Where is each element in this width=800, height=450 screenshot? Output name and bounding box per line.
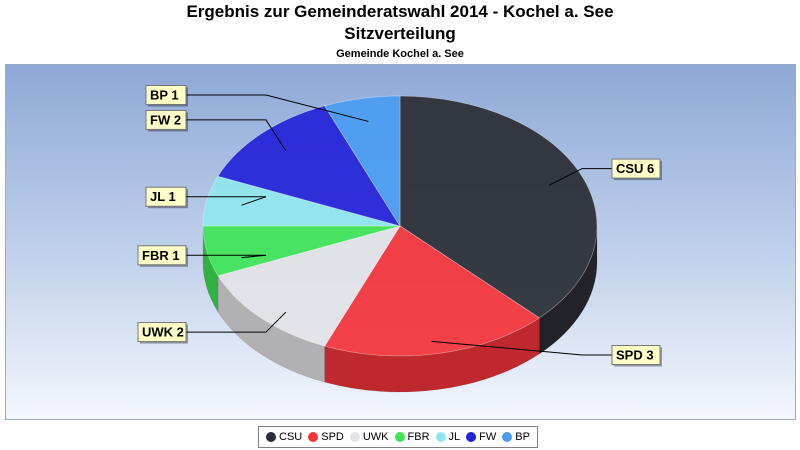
- legend-label-fbr: FBR: [407, 431, 430, 443]
- legend-label-fw: FW: [479, 431, 497, 443]
- legend-item-uwk: UWK: [349, 431, 389, 443]
- data-label-uwk: UWK 2: [137, 322, 188, 344]
- slice-bp: [323, 95, 401, 228]
- legend-marker-jl: [435, 432, 446, 442]
- leader-line-uwk: [186, 311, 287, 333]
- legend-marker-csu: [266, 432, 276, 442]
- legend-marker-fbr: [394, 432, 405, 442]
- slice-csu: [399, 95, 598, 319]
- data-label-text-jl: JL 1: [150, 189, 176, 204]
- data-label-text-uwk: UWK 2: [142, 325, 184, 340]
- data-label-fw: FW 2: [145, 109, 188, 132]
- slice-spd: [323, 225, 541, 357]
- legend-marker-spd: [308, 432, 319, 442]
- data-label-spd: SPD 3: [611, 345, 662, 367]
- data-label-bp: BP 1: [145, 85, 188, 107]
- leader-line-csu: [549, 168, 612, 186]
- leader-line-fw: [186, 119, 287, 151]
- legend-item-csu: CSU: [266, 431, 302, 443]
- data-label-text-bp: BP 1: [150, 88, 179, 103]
- leader-line-bp: [186, 94, 369, 122]
- slice-jl: [202, 175, 401, 227]
- legend-label-uwk: UWK: [362, 431, 389, 443]
- legend-item-bp: BP: [502, 431, 530, 443]
- data-label-csu: CSU 6: [611, 158, 662, 181]
- leader-line-spd: [431, 340, 612, 356]
- data-label-text-fw: FW 2: [150, 112, 181, 127]
- slice-fw: [217, 105, 401, 227]
- data-label-text-fbr: FBR 1: [142, 248, 180, 263]
- leader-line-fbr: [186, 254, 267, 259]
- legend-marker-uwk: [349, 432, 360, 442]
- legend-item-jl: JL: [435, 431, 461, 443]
- legend-item-fbr: FBR: [394, 431, 430, 443]
- slice-fbr: [202, 225, 401, 277]
- data-label-text-csu: CSU 6: [616, 161, 654, 176]
- legend: CSU SPD UWK FBR JL FW BP: [258, 426, 538, 448]
- legend-marker-fw: [466, 432, 477, 442]
- legend-item-fw: FW: [466, 431, 496, 443]
- legend-label-jl: JL: [448, 431, 461, 443]
- data-label-fbr: FBR 1: [137, 245, 188, 267]
- legend-label-bp: BP: [515, 431, 530, 443]
- legend-label-spd: SPD: [321, 431, 344, 443]
- chart-caption: Gemeinde Kochel a. See: [336, 48, 464, 60]
- legend-item-spd: SPD: [308, 431, 344, 443]
- data-label-text-spd: SPD 3: [616, 348, 654, 363]
- leader-line-jl: [186, 196, 267, 206]
- chart-subtitle: Sitzverteilung: [344, 24, 456, 43]
- chart-title: Ergebnis zur Gemeinderatswahl 2014 - Koc…: [186, 2, 614, 21]
- legend-label-csu: CSU: [279, 431, 303, 443]
- slice-uwk: [217, 225, 401, 347]
- data-label-jl: JL 1: [145, 186, 188, 209]
- legend-marker-bp: [502, 432, 513, 442]
